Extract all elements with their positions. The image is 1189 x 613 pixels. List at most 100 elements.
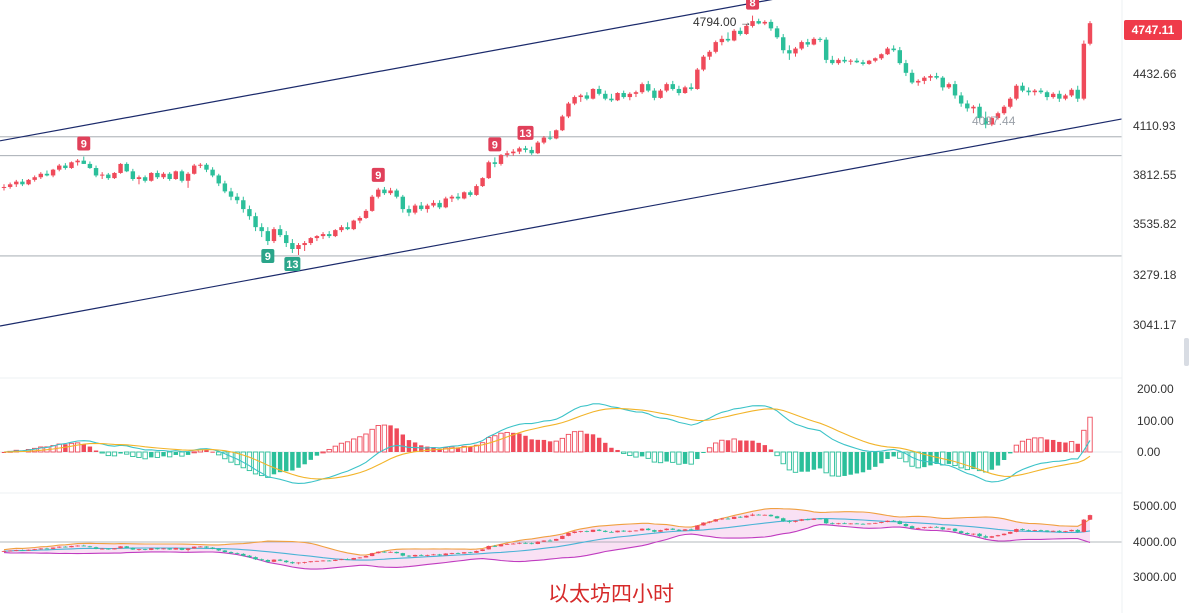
- macd-hist-bar-101: [621, 451, 627, 454]
- macd-hist-bar-139: [854, 452, 860, 474]
- candlestick-series[interactable]: [1, 15, 1093, 255]
- candle-body-102: [627, 93, 633, 98]
- macd-hist-bar-111: [682, 452, 688, 464]
- macd-hist-bar-47: [290, 452, 295, 471]
- boll-candle-body-134: [823, 518, 829, 524]
- candle-body-96: [590, 88, 596, 99]
- boll-candle-body-8: [50, 547, 56, 549]
- candle-body-138: [848, 60, 853, 62]
- price-tick-4: 3279.18: [1133, 268, 1177, 282]
- candle-body-158: [971, 106, 976, 109]
- boll-candle-body-97: [596, 529, 602, 531]
- boll-candle-body-26: [161, 548, 166, 550]
- candle-body-150: [922, 77, 927, 81]
- boll-candle-body-46: [284, 560, 289, 563]
- macd-hist-bar-137: [842, 452, 847, 476]
- macd-tick-0: 200.00: [1137, 382, 1174, 396]
- macd-hist-bar-97: [596, 437, 602, 452]
- candle-body-80: [492, 162, 498, 164]
- macd-hist-bar-19: [118, 452, 123, 454]
- candle-body-21: [130, 171, 136, 179]
- candle-body-11: [69, 162, 74, 169]
- candle-body-81: [498, 154, 504, 164]
- candle-body-62: [382, 189, 387, 194]
- boll-candle-body-4: [26, 549, 31, 551]
- boll-candle-body-54: [333, 559, 338, 561]
- boll-candle-body-175: [1075, 529, 1080, 532]
- candle-body-5: [32, 177, 37, 180]
- boll-candle-body-9: [57, 546, 62, 548]
- macd-hist-bar-171: [1050, 439, 1056, 452]
- boll-candle-body-148: [909, 526, 915, 529]
- macd-hist-bar-91: [559, 437, 565, 453]
- macd-hist-bar-84: [517, 433, 522, 452]
- macd-hist-bar-164: [1008, 452, 1013, 454]
- candle-body-136: [836, 59, 841, 64]
- candle-body-48: [296, 245, 301, 250]
- candle-body-14: [87, 163, 93, 169]
- candle-body-110: [676, 88, 682, 94]
- macd-hist-bar-61: [375, 425, 381, 453]
- boll-candle-body-113: [695, 525, 700, 530]
- candle-body-49: [302, 243, 307, 246]
- boll-candle-body-153: [940, 527, 945, 530]
- macd-hist-bar-10: [63, 444, 68, 452]
- boll-candle-body-12: [75, 545, 80, 547]
- boll-candle-body-144: [885, 520, 890, 523]
- candle-body-52: [320, 234, 326, 237]
- candle-body-172: [1057, 93, 1062, 99]
- boll-candle-body-132: [811, 518, 817, 520]
- macd-hist-bar-168: [1032, 437, 1038, 453]
- boll-candle-body-108: [664, 528, 669, 531]
- boll-candle-body-129: [793, 520, 798, 522]
- candle-body-134: [823, 39, 829, 60]
- candle-body-94: [578, 95, 583, 98]
- boll-candle-body-127: [781, 518, 786, 522]
- boll-candle-body-168: [1032, 530, 1037, 531]
- candle-body-12: [75, 160, 80, 163]
- boll-candle-body-25: [155, 548, 160, 550]
- candle-body-19: [118, 163, 123, 173]
- boll-candle-body-33: [204, 546, 209, 548]
- macd-hist-bar-31: [191, 451, 197, 454]
- bollinger-pane: [0, 507, 1122, 570]
- candle-body-115: [707, 51, 712, 57]
- candle-body-16: [99, 174, 105, 176]
- candle-body-37: [228, 191, 234, 197]
- boll-candle-body-101: [621, 530, 626, 532]
- scrollbar-handle[interactable]: [1184, 338, 1189, 366]
- macd-hist-bar-174: [1068, 441, 1075, 453]
- macd-hist-bar-107: [657, 451, 664, 464]
- boll-candle-body-133: [817, 518, 823, 520]
- candle-body-117: [719, 38, 725, 43]
- candle-body-100: [615, 93, 620, 101]
- boll-candle-body-118: [725, 518, 731, 520]
- boll-candle-body-15: [93, 547, 99, 549]
- boll-candle-body-164: [1008, 531, 1013, 534]
- boll-candle-body-149: [915, 527, 921, 529]
- boll-candle-body-162: [995, 535, 1001, 537]
- boll-candle-body-143: [879, 522, 884, 523]
- boll-candle-body-38: [234, 553, 240, 554]
- macd-hist-bar-33: [204, 449, 209, 452]
- candle-body-70: [431, 202, 436, 206]
- boll-candle-body-103: [633, 530, 639, 532]
- macd-hist-bar-63: [388, 425, 393, 452]
- boll-candle-body-63: [388, 551, 393, 553]
- macd-hist-bar-79: [486, 437, 492, 453]
- macd-hist-bar-121: [744, 440, 749, 452]
- macd-hist-bar-12: [74, 442, 81, 453]
- candle-body-43: [265, 231, 271, 242]
- bollinger-mid-line: [3, 517, 1091, 561]
- macd-hist-bar-57: [351, 438, 357, 453]
- macd-hist-bar-127: [780, 451, 786, 465]
- candle-body-173: [1063, 95, 1068, 99]
- macd-hist-bar-46: [284, 452, 289, 472]
- bollinger-upper-line: [3, 507, 1091, 556]
- boll-candle-body-61: [376, 551, 381, 554]
- macd-hist-bar-82: [504, 431, 510, 453]
- macd-hist-bar-129: [792, 451, 799, 473]
- candle-body-147: [903, 63, 909, 73]
- boll-candle-body-34: [210, 547, 215, 549]
- candle-body-29: [179, 171, 185, 181]
